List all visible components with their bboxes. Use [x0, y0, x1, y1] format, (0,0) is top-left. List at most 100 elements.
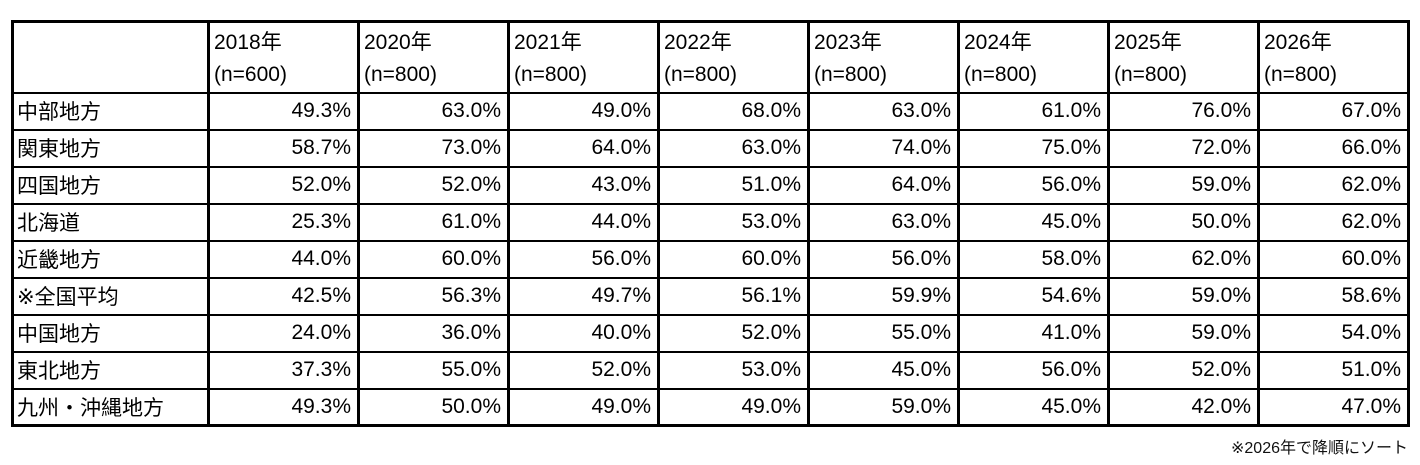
data-cell: 58.0% [957, 239, 1110, 279]
data-cell: 59.0% [1107, 276, 1260, 316]
table-row: 東北地方 37.3% 55.0% 52.0% 53.0% 45.0% 56.0%… [11, 350, 1410, 390]
data-cell: 42.0% [1107, 387, 1260, 427]
row-label: 九州・沖縄地方 [11, 387, 210, 427]
column-year: 2021年 [514, 31, 582, 54]
sort-footnote: ※2026年で降順にソート [1230, 440, 1408, 457]
region-yearly-percentage-table: 2018年 (n=600) 2020年 (n=800) 2021年 (n=800) 2… [11, 20, 1410, 427]
data-cell: 37.3% [207, 350, 360, 390]
data-cell: 44.0% [507, 202, 660, 242]
data-cell: 43.0% [507, 165, 660, 205]
table-row: 四国地方 52.0% 52.0% 43.0% 51.0% 64.0% 56.0%… [11, 165, 1410, 205]
data-cell: 49.0% [507, 387, 660, 427]
data-cell: 49.7% [507, 276, 660, 316]
column-sample-size: (n=800) [1114, 63, 1187, 86]
column-sample-size: (n=800) [514, 63, 587, 86]
table-row: 関東地方 58.7% 73.0% 64.0% 63.0% 74.0% 75.0%… [11, 128, 1410, 168]
data-cell: 52.0% [507, 350, 660, 390]
data-cell: 76.0% [1107, 91, 1260, 131]
table-row: 北海道 25.3% 61.0% 44.0% 53.0% 63.0% 45.0% … [11, 202, 1410, 242]
data-cell: 56.0% [957, 165, 1110, 205]
data-cell: 54.0% [1257, 313, 1410, 353]
column-header-2024: 2024年 (n=800) [957, 20, 1110, 94]
data-cell: 63.0% [807, 202, 960, 242]
data-cell: 56.3% [357, 276, 510, 316]
data-cell: 56.0% [507, 239, 660, 279]
column-header-2021: 2021年 (n=800) [507, 20, 660, 94]
data-cell: 40.0% [507, 313, 660, 353]
header-row: 2018年 (n=600) 2020年 (n=800) 2021年 (n=800) 2… [11, 20, 1410, 94]
data-cell: 52.0% [207, 165, 360, 205]
column-year: 2025年 [1114, 31, 1182, 54]
column-header-2018: 2018年 (n=600) [207, 20, 360, 94]
column-year: 2018年 [214, 31, 282, 54]
row-label: 近畿地方 [11, 239, 210, 279]
data-cell: 50.0% [1107, 202, 1260, 242]
data-cell: 75.0% [957, 128, 1110, 168]
column-year: 2022年 [664, 31, 732, 54]
column-header-2022: 2022年 (n=800) [657, 20, 810, 94]
data-cell: 61.0% [957, 91, 1110, 131]
data-cell: 24.0% [207, 313, 360, 353]
data-cell: 74.0% [807, 128, 960, 168]
row-label: 東北地方 [11, 350, 210, 390]
data-cell: 44.0% [207, 239, 360, 279]
data-cell: 68.0% [657, 91, 810, 131]
data-cell: 63.0% [657, 128, 810, 168]
data-cell: 52.0% [357, 165, 510, 205]
data-cell: 45.0% [957, 202, 1110, 242]
column-header-2025: 2025年 (n=800) [1107, 20, 1260, 94]
data-cell: 62.0% [1257, 165, 1410, 205]
row-label: 中国地方 [11, 313, 210, 353]
data-cell: 54.6% [957, 276, 1110, 316]
data-cell: 72.0% [1107, 128, 1260, 168]
data-cell: 49.3% [207, 91, 360, 131]
table-row: 中国地方 24.0% 36.0% 40.0% 52.0% 55.0% 41.0%… [11, 313, 1410, 353]
data-cell: 41.0% [957, 313, 1110, 353]
data-cell: 60.0% [357, 239, 510, 279]
row-label: 四国地方 [11, 165, 210, 205]
data-cell: 59.0% [1107, 165, 1260, 205]
column-sample-size: (n=800) [364, 63, 437, 86]
column-sample-size: (n=800) [814, 63, 887, 86]
row-label: 関東地方 [11, 128, 210, 168]
column-sample-size: (n=800) [964, 63, 1037, 86]
column-header-2023: 2023年 (n=800) [807, 20, 960, 94]
column-sample-size: (n=800) [664, 63, 737, 86]
data-cell: 63.0% [807, 91, 960, 131]
column-year: 2023年 [814, 31, 882, 54]
data-cell: 58.6% [1257, 276, 1410, 316]
data-cell: 51.0% [657, 165, 810, 205]
data-cell: 45.0% [957, 387, 1110, 427]
data-cell: 53.0% [657, 202, 810, 242]
data-cell: 56.0% [957, 350, 1110, 390]
data-cell: 52.0% [1107, 350, 1260, 390]
data-cell: 64.0% [507, 128, 660, 168]
data-cell: 64.0% [807, 165, 960, 205]
data-cell: 60.0% [657, 239, 810, 279]
data-cell: 66.0% [1257, 128, 1410, 168]
column-year: 2020年 [364, 31, 432, 54]
table-row: 九州・沖縄地方 49.3% 50.0% 49.0% 49.0% 59.0% 45… [11, 387, 1410, 427]
data-cell: 62.0% [1107, 239, 1260, 279]
data-cell: 53.0% [657, 350, 810, 390]
data-cell: 58.7% [207, 128, 360, 168]
data-cell: 63.0% [357, 91, 510, 131]
data-cell: 59.9% [807, 276, 960, 316]
row-label: 中部地方 [11, 91, 210, 131]
column-year: 2026年 [1264, 31, 1332, 54]
table-row: 中部地方 49.3% 63.0% 49.0% 68.0% 63.0% 61.0%… [11, 91, 1410, 131]
column-year: 2024年 [964, 31, 1032, 54]
data-cell: 56.1% [657, 276, 810, 316]
column-sample-size: (n=800) [1264, 63, 1337, 86]
table-row-national-average: ※全国平均 42.5% 56.3% 49.7% 56.1% 59.9% 54.6… [11, 276, 1410, 316]
data-cell: 59.0% [1107, 313, 1260, 353]
data-cell: 49.3% [207, 387, 360, 427]
data-cell: 51.0% [1257, 350, 1410, 390]
column-sample-size: (n=600) [214, 63, 287, 86]
data-cell: 60.0% [1257, 239, 1410, 279]
data-cell: 59.0% [807, 387, 960, 427]
data-cell: 61.0% [357, 202, 510, 242]
data-cell: 47.0% [1257, 387, 1410, 427]
column-header-2020: 2020年 (n=800) [357, 20, 510, 94]
